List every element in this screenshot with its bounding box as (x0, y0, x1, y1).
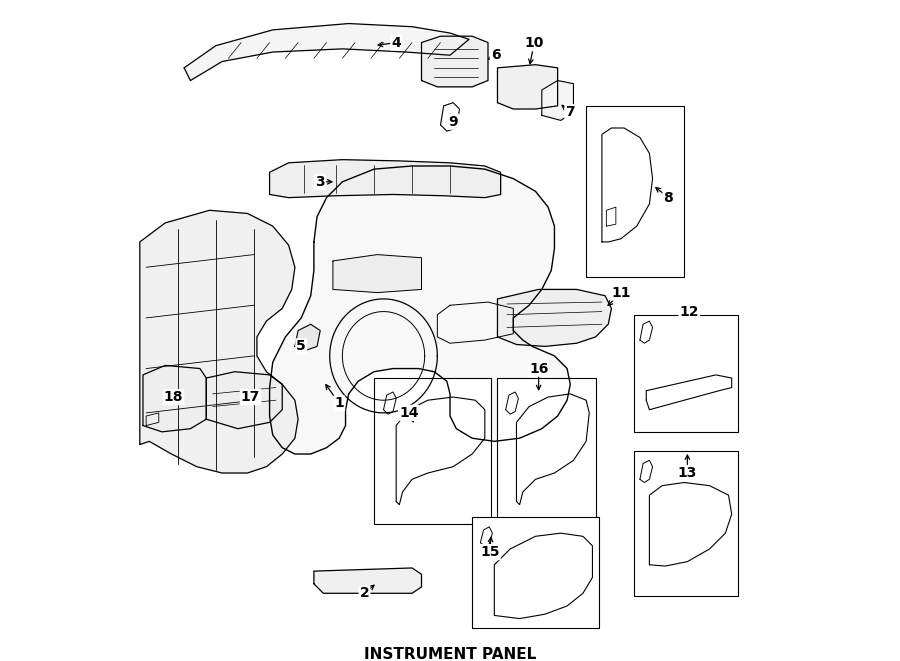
Bar (472, 518, 598, 628)
Text: INSTRUMENT PANEL: INSTRUMENT PANEL (364, 647, 536, 661)
Bar (634, 451, 738, 596)
Polygon shape (184, 24, 469, 81)
Text: 15: 15 (480, 545, 500, 559)
Polygon shape (542, 81, 573, 120)
Polygon shape (498, 65, 558, 109)
Text: 2: 2 (360, 586, 369, 600)
Polygon shape (206, 371, 283, 429)
Polygon shape (494, 533, 592, 619)
Text: 3: 3 (315, 175, 325, 189)
Text: 11: 11 (611, 286, 631, 299)
Polygon shape (140, 210, 298, 473)
Bar (586, 106, 684, 277)
Bar (374, 378, 491, 524)
Polygon shape (333, 254, 421, 293)
Polygon shape (143, 366, 206, 432)
Text: 10: 10 (525, 36, 544, 50)
Text: 16: 16 (529, 362, 548, 375)
Polygon shape (314, 568, 421, 594)
Text: 7: 7 (565, 105, 575, 119)
Text: 5: 5 (296, 339, 306, 354)
Text: 1: 1 (334, 397, 344, 410)
Polygon shape (517, 394, 590, 504)
Polygon shape (602, 128, 652, 242)
Text: 13: 13 (678, 466, 698, 480)
Bar (498, 378, 596, 524)
Text: 4: 4 (392, 36, 401, 50)
Text: 17: 17 (241, 390, 260, 404)
Polygon shape (650, 483, 732, 566)
Polygon shape (421, 36, 488, 87)
Text: 14: 14 (399, 406, 418, 420)
Text: 6: 6 (491, 48, 500, 62)
Polygon shape (295, 325, 320, 351)
Polygon shape (396, 397, 485, 504)
Bar (634, 315, 738, 432)
Polygon shape (270, 166, 571, 454)
Polygon shape (270, 160, 500, 198)
Polygon shape (646, 375, 732, 410)
Text: 12: 12 (680, 305, 699, 319)
Polygon shape (498, 290, 611, 346)
Text: 9: 9 (448, 114, 458, 129)
Text: 8: 8 (663, 190, 673, 205)
Text: 18: 18 (164, 390, 183, 404)
